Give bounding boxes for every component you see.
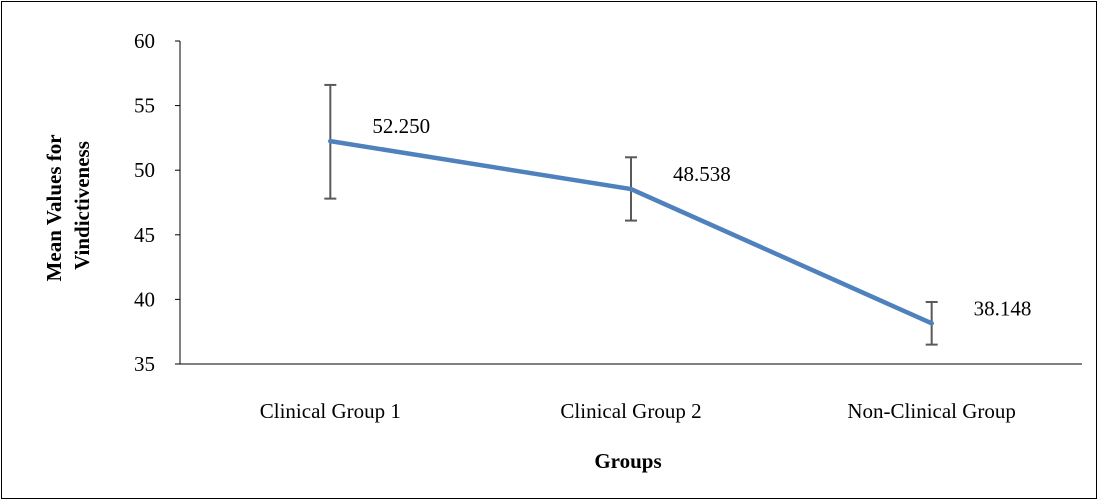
y-axis-title-line-1: Mean Values for	[42, 135, 66, 282]
series-lines	[328, 138, 934, 326]
axes	[175, 40, 1082, 365]
data-point	[328, 138, 333, 144]
y-tick-label: 55	[134, 94, 155, 118]
y-tick-label: 40	[134, 287, 155, 311]
data-labels: 52.250 48.538 38.148	[372, 114, 1031, 320]
x-axis-title: Groups	[594, 449, 661, 473]
data-label: 48.538	[673, 162, 731, 186]
y-tick-label: 60	[134, 29, 155, 53]
x-tick-label: Clinical Group 1	[260, 399, 401, 423]
data-label: 52.250	[372, 114, 430, 138]
y-tick-label: 50	[134, 158, 155, 182]
y-axis-title-line-2: Vindictiveness	[70, 141, 94, 270]
x-tick-labels: Clinical Group 1 Clinical Group 2 Non-Clin…	[260, 399, 1016, 423]
y-tick-labels: 35 40 45 50 55 60	[134, 29, 155, 376]
data-label: 38.148	[974, 296, 1032, 320]
data-point	[929, 321, 934, 326]
y-axis-title: Mean Values for Vindictiveness	[42, 130, 94, 282]
x-tick-label: Non-Clinical Group	[847, 399, 1016, 423]
y-tick-label: 35	[134, 352, 155, 376]
data-point	[628, 186, 634, 192]
x-tick-label: Clinical Group 2	[560, 399, 701, 423]
y-tick-label: 45	[134, 223, 155, 247]
